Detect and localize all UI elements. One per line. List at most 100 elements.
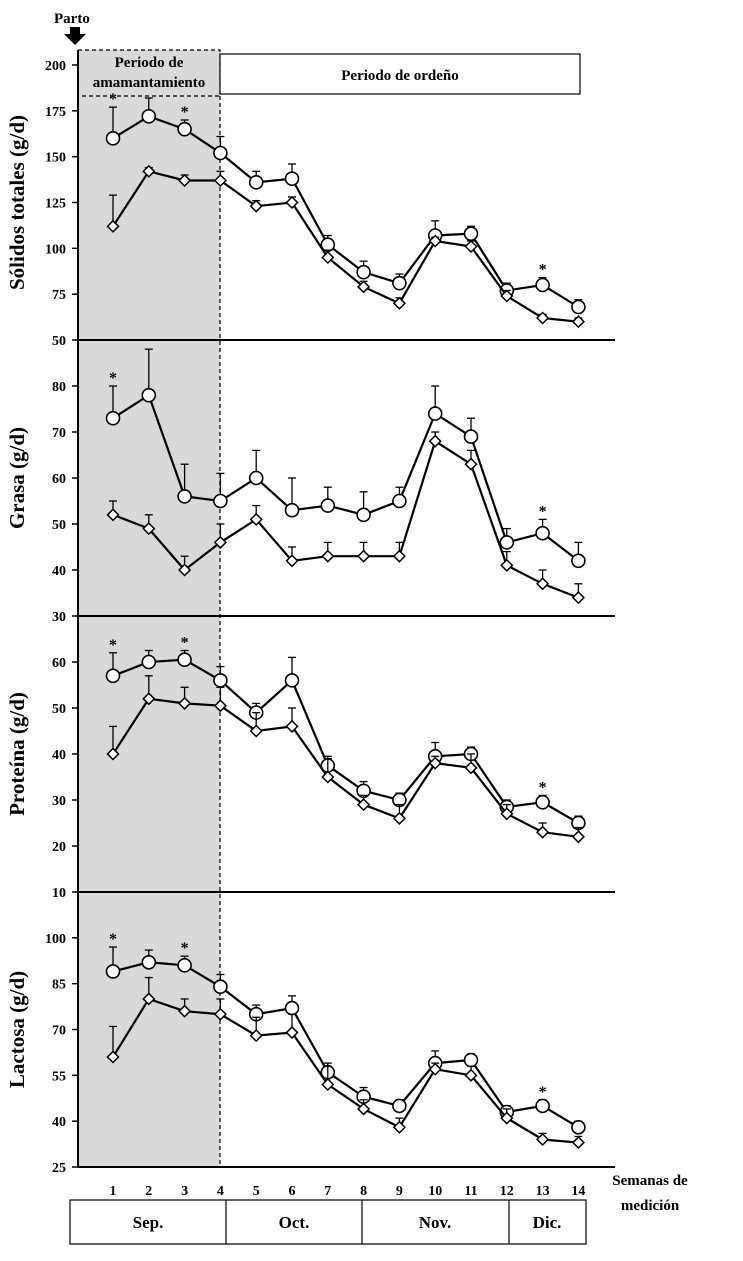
- significance-star: *: [109, 370, 117, 387]
- x-axis-label-line1: Semanas de: [612, 1173, 688, 1189]
- data-point-diamond: [357, 1102, 371, 1116]
- data-point-circle: [105, 131, 121, 146]
- data-point-diamond: [106, 508, 120, 522]
- significance-star: *: [539, 1084, 547, 1101]
- data-point-diamond: [142, 522, 156, 536]
- data-point-diamond: [142, 992, 156, 1006]
- data-point-diamond: [536, 311, 550, 325]
- x-tick-label: 12: [500, 1184, 514, 1199]
- data-point-diamond: [106, 219, 120, 233]
- y-tick-label: 30: [52, 794, 66, 809]
- y-tick-label: 150: [45, 151, 66, 166]
- data-point-diamond: [321, 549, 335, 563]
- series-circle: [105, 97, 586, 315]
- y-tick-label: 100: [45, 242, 66, 257]
- x-tick-label: 13: [536, 1184, 550, 1199]
- panel-3: 10 20 30 40 50 60 Proteína (g/d) * * *: [5, 615, 615, 901]
- data-point-circle: [213, 673, 228, 688]
- y-tick-label: 50: [52, 702, 66, 717]
- data-point-diamond: [321, 250, 335, 265]
- data-point-diamond: [106, 747, 120, 761]
- data-point-circle: [284, 502, 300, 518]
- data-point-diamond: [213, 1007, 227, 1021]
- y-tick-label: 75: [52, 288, 66, 303]
- y-axis-label: Lactosa (g/d): [5, 971, 29, 1088]
- y-tick-label: 25: [52, 1161, 66, 1176]
- x-tick-label: 3: [181, 1184, 188, 1199]
- x-tick-label: 11: [464, 1184, 477, 1199]
- x-tick-label: 10: [428, 1184, 442, 1199]
- data-point-diamond: [321, 1077, 335, 1092]
- data-point-diamond: [213, 535, 227, 549]
- significance-star: *: [181, 104, 189, 121]
- series-diamond: [106, 675, 585, 844]
- data-point-diamond: [213, 173, 227, 188]
- y-tick-label: 55: [52, 1069, 66, 1084]
- series-diamond: [106, 976, 585, 1150]
- x-tick-label: 4: [217, 1184, 224, 1199]
- x-tick-label: 9: [396, 1184, 403, 1199]
- significance-star: *: [181, 635, 189, 652]
- y-tick-label: 175: [45, 105, 66, 120]
- x-tick-label: 14: [571, 1184, 585, 1199]
- series-circle: [105, 348, 586, 569]
- data-point-circle: [463, 226, 479, 241]
- data-point-circle: [141, 109, 157, 124]
- y-tick-label: 40: [52, 1115, 66, 1130]
- data-point-circle: [213, 979, 228, 995]
- data-point-diamond: [392, 296, 406, 310]
- y-tick-label: 20: [52, 840, 66, 855]
- month-bar: [69, 1199, 587, 1245]
- data-point-diamond: [249, 724, 263, 738]
- data-point-circle: [284, 1000, 300, 1016]
- data-point-diamond: [500, 807, 514, 821]
- data-point-circle: [105, 410, 121, 426]
- data-point-diamond: [249, 512, 263, 526]
- data-point-diamond: [500, 558, 514, 572]
- data-point-circle: [213, 145, 228, 161]
- x-tick-label: 6: [289, 1184, 296, 1199]
- series-diamond: [106, 164, 585, 329]
- month-dic: Dic.: [533, 1213, 562, 1232]
- data-point-diamond: [500, 289, 514, 303]
- data-point-circle: [535, 277, 550, 293]
- nursing-period-label-line1: Periodo de: [115, 55, 184, 71]
- series-line: [112, 439, 579, 599]
- data-point-circle: [463, 429, 479, 444]
- y-tick-label: 50: [52, 334, 66, 349]
- data-point-diamond: [464, 457, 478, 471]
- data-point-diamond: [464, 239, 478, 254]
- data-point-circle: [284, 171, 300, 186]
- data-point-diamond: [392, 1120, 406, 1134]
- data-point-circle: [571, 553, 586, 569]
- data-point-circle: [571, 299, 586, 315]
- data-point-diamond: [178, 696, 192, 710]
- panel-1: 50 75 100 125 150 175 200 Sólidos totales (g/d)…: [5, 59, 586, 349]
- y-axis-label: Grasa (g/d): [5, 427, 29, 529]
- data-point-diamond: [178, 1004, 192, 1018]
- data-point-circle: [392, 1098, 407, 1114]
- y-tick-label: 70: [52, 1024, 66, 1039]
- data-point-circle: [141, 954, 157, 970]
- y-tick-label: 200: [45, 59, 66, 74]
- data-point-circle: [499, 535, 515, 550]
- y-tick-label: 60: [52, 472, 66, 487]
- significance-star: *: [109, 931, 117, 948]
- data-point-diamond: [536, 825, 550, 839]
- data-point-circle: [571, 1119, 586, 1135]
- data-point-diamond: [285, 719, 299, 733]
- month-sep: Sep.: [133, 1213, 164, 1232]
- data-point-diamond: [428, 234, 442, 248]
- data-point-circle: [535, 794, 550, 810]
- data-point-diamond: [357, 798, 371, 812]
- data-point-circle: [248, 470, 264, 486]
- panels: 50 75 100 125 150 175 200 Sólidos totales (g/d)…: [5, 59, 615, 1176]
- data-point-circle: [284, 673, 300, 688]
- data-point-diamond: [285, 554, 299, 568]
- data-point-circle: [463, 1052, 479, 1068]
- significance-star: *: [539, 262, 547, 279]
- y-axis-label: Sólidos totales (g/d): [5, 115, 29, 290]
- x-tick-labels: 1 2 3 4 5 6 7 8 9 10 11 12 13 14: [110, 1184, 586, 1199]
- data-point-circle: [177, 652, 192, 668]
- data-point-circle: [427, 406, 443, 421]
